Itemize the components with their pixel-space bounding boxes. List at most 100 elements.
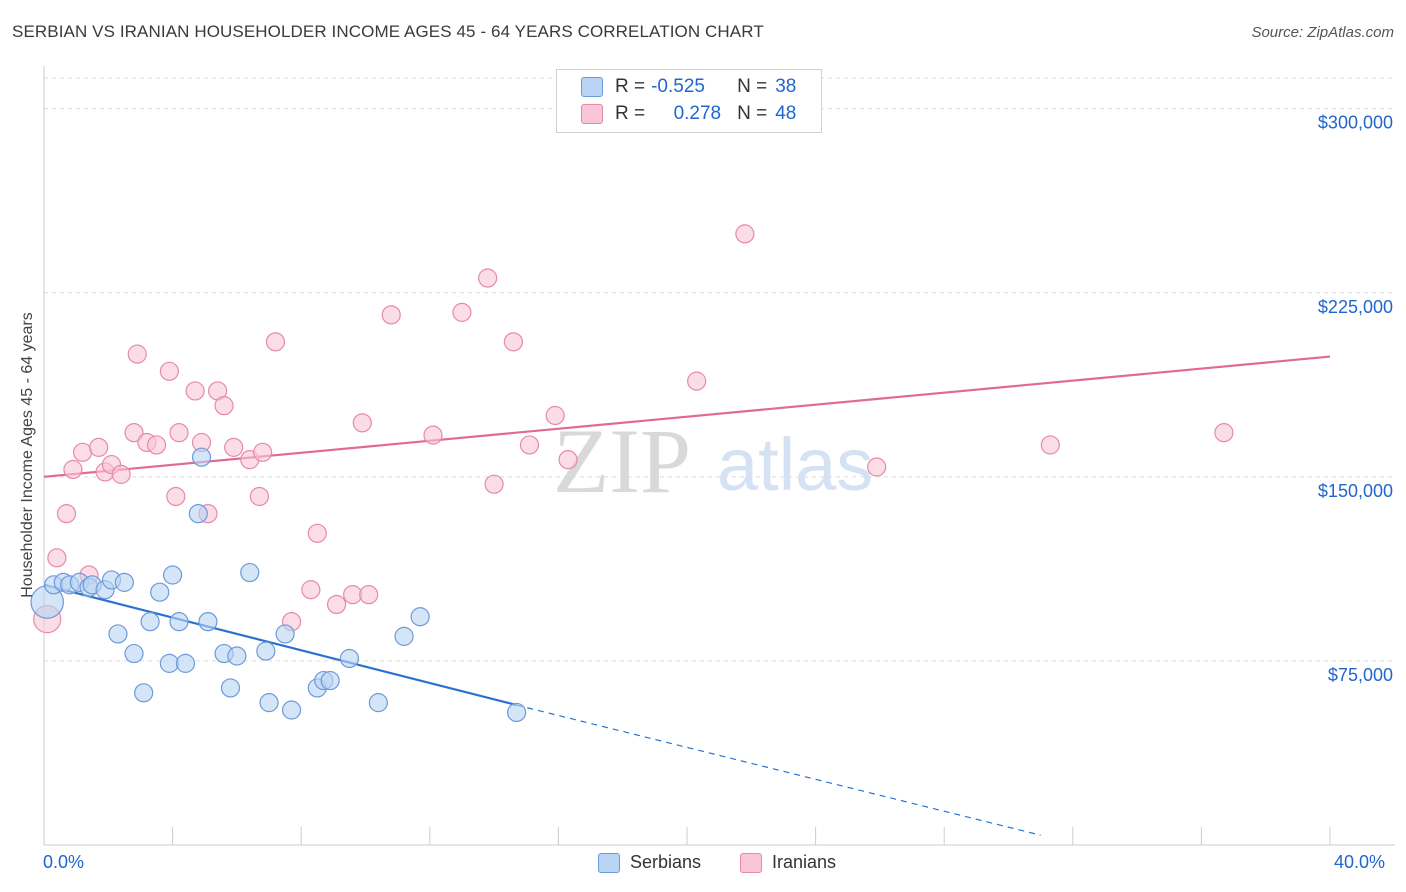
data-point-iranians (159, 361, 179, 381)
data-point-serbians (124, 643, 144, 664)
chart-title: SERBIAN VS IRANIAN HOUSEHOLDER INCOME AG… (12, 22, 764, 41)
data-point-iranians (1040, 435, 1060, 455)
legend-n-value: 48 (775, 103, 797, 124)
data-point-iranians (867, 457, 887, 477)
data-point-iranians (503, 332, 523, 352)
legend-item-iranians: Iranians (740, 852, 836, 873)
data-point-iranians (359, 585, 379, 605)
data-point-iranians (63, 459, 83, 480)
legend-r-value: -0.525 (651, 76, 705, 97)
x-tick-label-min: 0.0% (43, 852, 85, 872)
legend-row-iranians: R = 0.278 N = 48 (581, 102, 796, 126)
data-points (30, 224, 1234, 723)
x-tick-label-max: 40.0% (1334, 852, 1386, 872)
series-legend: Serbians Iranians (0, 852, 1406, 878)
legend-r-label: R = (615, 103, 646, 124)
legend-n-value: 38 (775, 76, 797, 97)
data-point-iranians (478, 268, 498, 288)
data-point-iranians (72, 442, 93, 462)
axes (43, 66, 1395, 846)
data-point-serbians (108, 624, 128, 644)
data-point-iranians (127, 344, 147, 364)
watermark-atlas: atlas (717, 423, 873, 506)
data-point-iranians (484, 474, 504, 494)
legend-swatch-serbians (581, 77, 603, 97)
data-point-iranians (214, 396, 234, 416)
data-point-serbians (175, 653, 196, 673)
data-point-iranians (249, 486, 270, 507)
legend-label-serbians: Serbians (630, 852, 702, 872)
data-point-iranians (452, 302, 472, 322)
data-point-iranians (519, 435, 540, 455)
y-tick-label: $225,000 (1318, 297, 1393, 317)
data-point-serbians (256, 641, 276, 661)
data-point-iranians (343, 585, 363, 605)
correlation-legend: R = -0.525 N = 38 R = 0.278 N = 48 (556, 69, 822, 133)
data-point-serbians (339, 648, 360, 669)
data-point-iranians (545, 405, 565, 426)
data-point-serbians (150, 582, 170, 602)
data-point-serbians (227, 646, 247, 666)
legend-swatch-iranians (581, 104, 603, 124)
data-point-iranians (1214, 423, 1234, 443)
data-point-iranians (185, 381, 205, 401)
data-point-serbians (240, 562, 260, 583)
watermark: ZIP atlas (553, 410, 873, 512)
data-point-iranians (47, 548, 67, 568)
data-point-iranians (169, 423, 189, 443)
source-label: Source: ZipAtlas.com (1251, 24, 1394, 41)
data-point-serbians (163, 565, 183, 585)
data-point-serbians (281, 700, 302, 720)
data-point-serbians (134, 683, 154, 703)
data-point-iranians (89, 437, 109, 457)
legend-swatch-iranians (740, 852, 762, 873)
data-point-iranians (301, 580, 321, 600)
data-point-iranians (166, 486, 186, 507)
data-point-serbians (368, 693, 388, 713)
legend-item-serbians: Serbians (598, 852, 701, 873)
data-point-iranians (326, 594, 347, 615)
legend-swatch-serbians (598, 852, 620, 873)
data-point-iranians (146, 435, 167, 455)
legend-r-value: 0.278 (673, 103, 722, 124)
data-point-iranians (381, 305, 401, 325)
data-point-iranians (307, 523, 327, 543)
trend-line-serbians (43, 583, 517, 707)
data-point-serbians (394, 626, 414, 646)
data-point-serbians (114, 572, 134, 592)
trend-line-serbians-extension (516, 704, 1041, 836)
data-point-serbians (275, 624, 295, 644)
data-point-iranians (124, 423, 144, 443)
data-point-iranians (423, 425, 443, 445)
data-point-iranians (735, 224, 755, 244)
y-tick-labels: $75,000 $150,000 $225,000 $300,000 (1318, 113, 1393, 685)
data-point-serbians (220, 678, 241, 698)
y-axis-label: Householder Income Ages 45 - 64 years (19, 312, 36, 598)
data-point-serbians (140, 612, 160, 632)
data-point-iranians (253, 442, 273, 462)
y-tick-label: $300,000 (1318, 113, 1393, 133)
legend-row-serbians: R = -0.525 N = 38 (581, 75, 796, 99)
data-point-iranians (265, 332, 286, 352)
data-point-serbians (320, 670, 340, 691)
data-point-serbians (169, 612, 189, 632)
data-point-iranians (558, 450, 578, 470)
legend-r-label: R = (615, 76, 646, 97)
data-point-serbians (507, 702, 527, 723)
legend-label-iranians: Iranians (772, 852, 837, 872)
y-tick-label: $75,000 (1328, 665, 1393, 685)
y-tick-label: $150,000 (1318, 481, 1393, 501)
legend-n-label: N = (737, 103, 768, 124)
data-point-iranians (111, 464, 131, 484)
data-point-serbians (159, 653, 179, 673)
data-point-iranians (56, 504, 77, 524)
data-point-iranians (687, 371, 707, 391)
data-point-iranians (352, 413, 372, 433)
data-point-serbians (188, 504, 208, 524)
legend-n-label: N = (737, 76, 768, 97)
data-point-serbians (198, 612, 218, 632)
data-point-serbians (259, 693, 279, 713)
data-point-serbians (410, 607, 430, 627)
data-point-serbians (191, 447, 212, 467)
